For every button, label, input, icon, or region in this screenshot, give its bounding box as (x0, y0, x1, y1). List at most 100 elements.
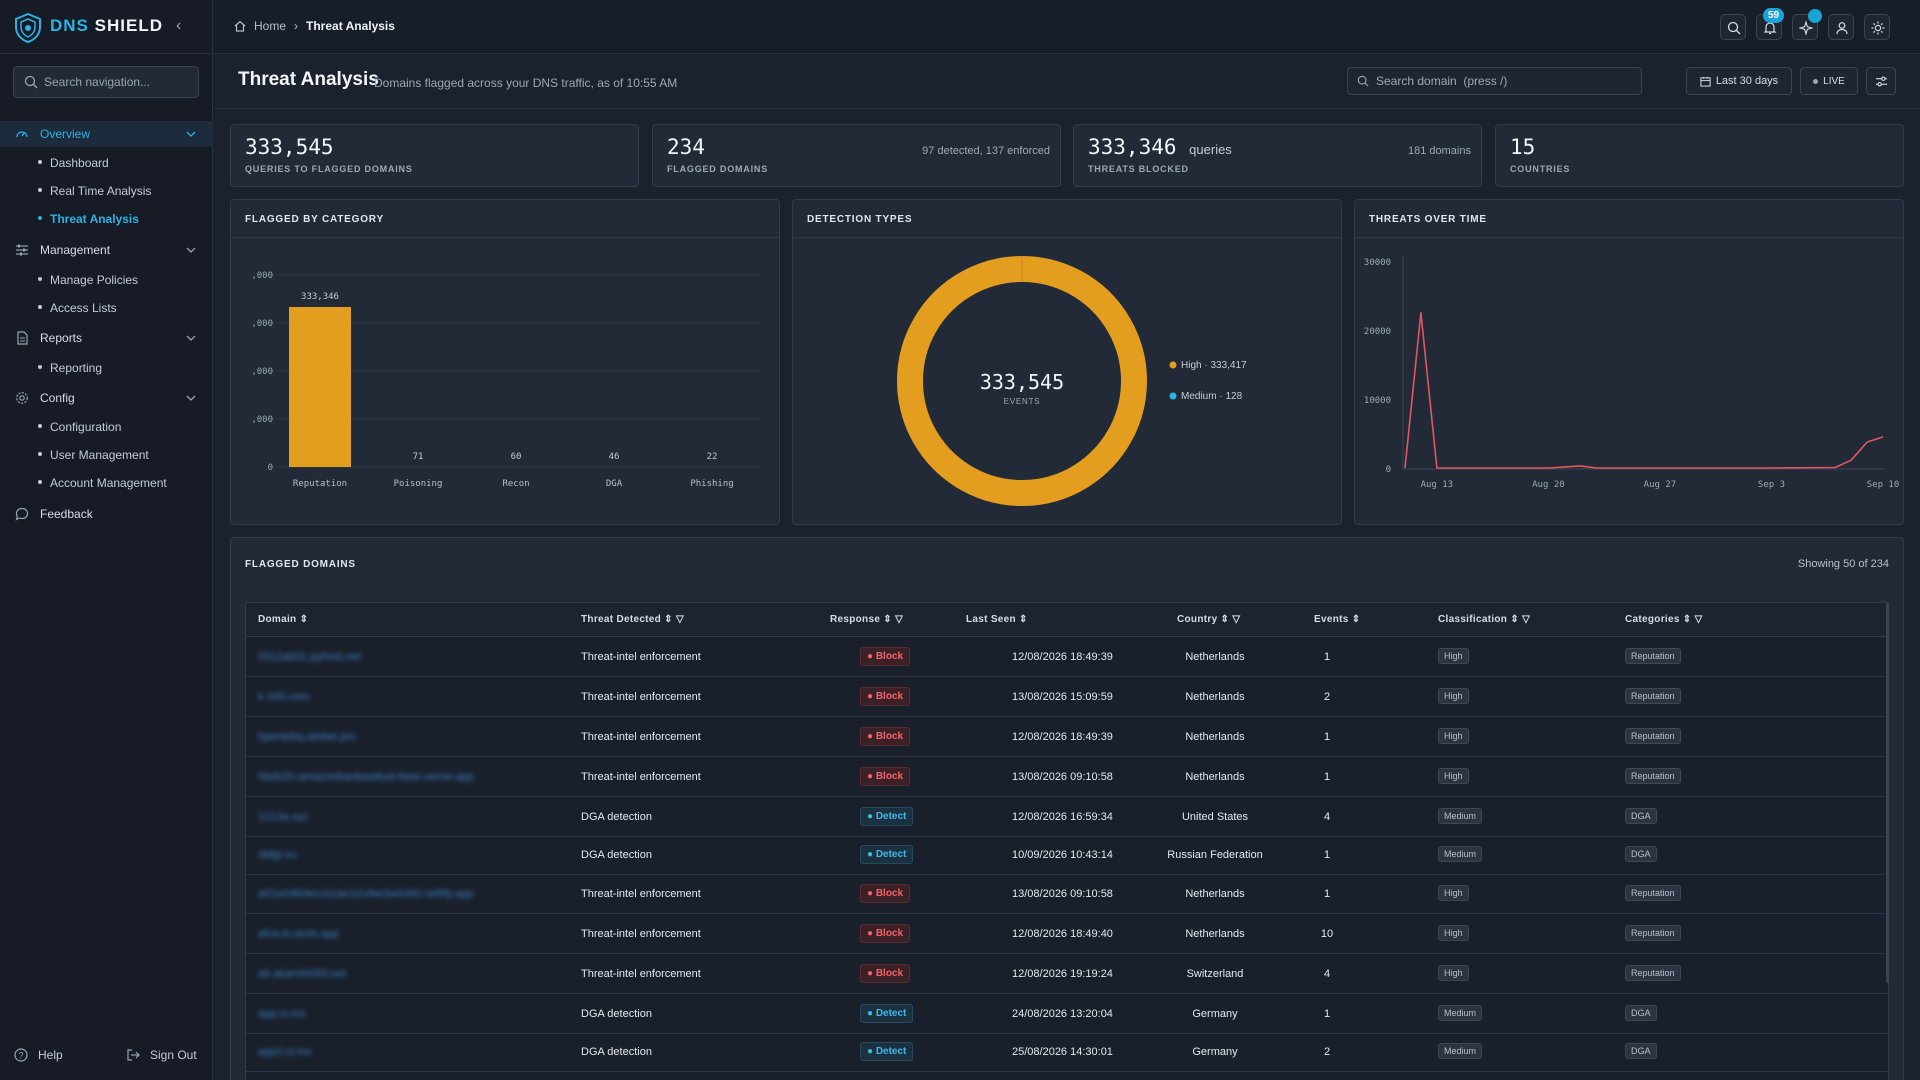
nav-search[interactable] (13, 66, 199, 98)
panel-title: DETECTION TYPES (807, 214, 913, 225)
threat-cell: Threat-intel enforcement (581, 691, 701, 703)
domain-cell[interactable]: hpentobq.alobet.pro (258, 731, 356, 743)
domain-search-input[interactable] (1376, 68, 1636, 94)
calendar-icon (1700, 76, 1711, 87)
col-domain[interactable]: Domain ⇕ (258, 614, 308, 625)
col-response[interactable]: Response ⇕ ▽ (830, 614, 903, 625)
table-row[interactable]: 0012ab01.pyhost.net Threat-intel enforcem… (246, 638, 1888, 677)
domain-cell[interactable]: ab.akamt0093.net (258, 968, 347, 980)
chevron-down-icon (186, 395, 196, 401)
stat-number: 234 (667, 135, 705, 159)
shield-logo-icon (15, 13, 41, 43)
domain-cell[interactable]: hbd02h-amazonbankwallust-feed.vercel.app (258, 771, 474, 783)
threat-cell: Threat-intel enforcement (581, 968, 701, 980)
domain-cell[interactable]: a01ert4k0ecu11ae1i2ufwcbelnl40.netlify.a… (258, 888, 474, 900)
sparkle-icon (1799, 21, 1813, 35)
nav-feedback[interactable]: Feedback (0, 501, 213, 527)
table-row[interactable]: hpentobq.alobet.pro Threat-intel enforcem… (246, 718, 1888, 757)
domain-cell[interactable]: 1213a.xyz (258, 811, 309, 823)
events-cell: 2 (1323, 1046, 1331, 1058)
domain-search[interactable] (1347, 67, 1642, 95)
filter-icon[interactable]: ▽ (1694, 614, 1703, 625)
nav-section-config[interactable]: Config (0, 385, 213, 411)
country-cell: Netherlands (1185, 888, 1245, 900)
col-classification[interactable]: Classification ⇕ ▽ (1438, 614, 1530, 625)
x-tick-label: Aug 27 (1644, 480, 1677, 490)
panel-detection-types: DETECTION TYPES 333,545 EVENTS High · 333,… (792, 199, 1342, 525)
col-events[interactable]: Events ⇕ (1314, 614, 1360, 625)
nav-section-management[interactable]: Management (0, 237, 213, 263)
domain-cell[interactable]: afca-in.work.app (258, 928, 339, 940)
search-button[interactable] (1720, 14, 1746, 40)
notification-count-badge: 59 (1763, 8, 1785, 23)
live-toggle-button[interactable]: LIVE (1800, 67, 1858, 95)
col-categories[interactable]: Categories ⇕ ▽ (1625, 614, 1703, 625)
stat-note: 181 domains (1408, 145, 1471, 157)
classification-tag: High (1438, 648, 1469, 664)
col-last-seen[interactable]: Last Seen ⇕ (966, 614, 1028, 625)
bar-value-label: 22 (707, 452, 718, 462)
bullet-icon (38, 365, 42, 369)
col-label: Domain (258, 614, 297, 625)
country-cell: Netherlands (1185, 731, 1245, 743)
page-title: Threat Analysis (238, 69, 379, 90)
page-header: Threat Analysis Domains flagged across y… (214, 55, 1920, 109)
table-row[interactable]: app.ct.mx DGA detection ● Detect 24/08/2026… (246, 995, 1888, 1034)
sort-icon: ⇕ (299, 614, 309, 625)
domain-cell[interactable]: 3kfgr.su (258, 849, 297, 861)
brand-name: DNS SHIELD (50, 16, 163, 35)
settings-filter-button[interactable] (1866, 67, 1896, 95)
filter-icon[interactable]: ▽ (1522, 614, 1531, 625)
events-cell: 1 (1323, 1008, 1331, 1020)
nav-item-label: Threat Analysis (50, 212, 139, 226)
stat-value: 234 (667, 135, 705, 159)
profile-button[interactable] (1828, 14, 1854, 40)
table-row[interactable]: 1213a.xyz DGA detection ● Detect 12/08/2026… (246, 798, 1888, 837)
filter-icon[interactable]: ▽ (1232, 614, 1241, 625)
nav-section-label: Config (40, 391, 75, 405)
help-link[interactable]: ? Help (14, 1048, 63, 1062)
table-row[interactable]: 3kfgr.su DGA detection ● Detect 10/09/2026 … (246, 836, 1888, 875)
nav-section-overview[interactable]: Overview (0, 121, 213, 147)
domain-cell[interactable]: app.ct.mx (258, 1008, 306, 1020)
table-row[interactable]: ab.akamt0093.net Threat-intel enforcement… (246, 955, 1888, 994)
donut-slice (896, 256, 1147, 506)
x-tick-label: DGA (606, 479, 623, 489)
domain-cell[interactable]: 0012ab01.pyhost.net (258, 651, 361, 663)
chevron-down-icon (186, 131, 196, 137)
y-tick-label: 30000 (1364, 258, 1391, 268)
category-tag: Reputation (1625, 688, 1681, 704)
table-row[interactable]: a01ert4k0ecu11ae1i2ufwcbelnl40.netlify.a… (246, 875, 1888, 914)
date-range-button[interactable]: Last 30 days (1686, 67, 1792, 95)
nav-search-input[interactable] (44, 67, 194, 97)
response-badge: ● Detect (860, 1042, 914, 1061)
breadcrumb-home[interactable]: Home (254, 19, 287, 33)
last-seen-cell: 12/08/2026 16:59:34 (1012, 811, 1113, 823)
sign-out-link[interactable]: Sign Out (126, 1048, 197, 1062)
col-label: Threat Detected (581, 614, 662, 625)
collapse-sidebar-icon[interactable]: ‹ (176, 17, 182, 34)
stat-value: 333,346 queries (1088, 135, 1232, 159)
chevron-down-icon (186, 335, 196, 341)
table-scrollbar[interactable] (1886, 603, 1889, 983)
threat-cell: Threat-intel enforcement (581, 771, 701, 783)
filter-icon[interactable]: ▽ (895, 614, 904, 625)
domain-cell[interactable]: k-165.com (258, 691, 310, 703)
table-row[interactable]: afca-in.work.app Threat-intel enforcement… (246, 915, 1888, 954)
nav-section-reports[interactable]: Reports (0, 325, 213, 351)
table-row[interactable]: hbd02h-amazonbankwallust-feed.vercel.app… (246, 758, 1888, 797)
table-row[interactable]: k-165.com Threat-intel enforcement ● Block… (246, 678, 1888, 717)
table-row[interactable]: app2.ct.mx DGA detection ● Detect 25/08/202… (246, 1033, 1888, 1072)
x-tick-label: Reputation (293, 479, 347, 489)
theme-toggle-button[interactable] (1864, 14, 1890, 40)
country-cell: Russian Federation (1167, 849, 1263, 861)
classification-tag: High (1438, 688, 1469, 704)
col-country[interactable]: Country ⇕ ▽ (1177, 614, 1240, 625)
stat-note: 97 detected, 137 enforced (922, 145, 1050, 157)
col-threat-detected[interactable]: Threat Detected ⇕ ▽ (581, 614, 684, 625)
domain-cell[interactable]: app2.ct.mx (258, 1046, 312, 1058)
classification-tag: High (1438, 965, 1469, 981)
events-cell: 2 (1323, 691, 1331, 703)
filter-icon[interactable]: ▽ (675, 614, 684, 625)
y-tick-label: 10000 (1364, 396, 1391, 406)
